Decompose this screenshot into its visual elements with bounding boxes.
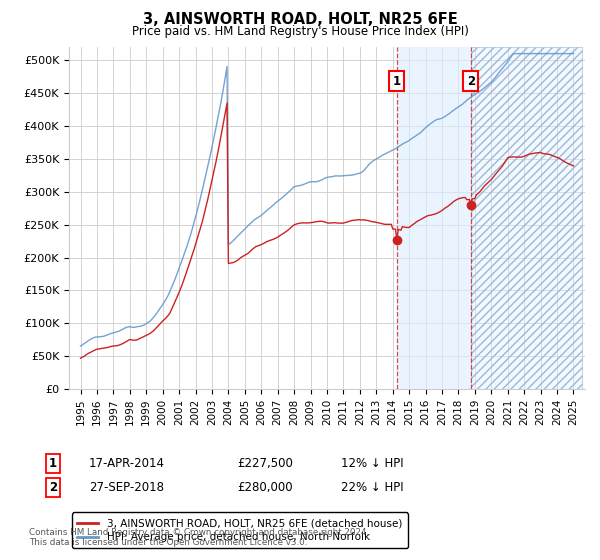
Bar: [471, 47, 582, 389]
Text: 2: 2: [49, 480, 57, 494]
Text: 1: 1: [49, 457, 57, 470]
Text: Price paid vs. HM Land Registry's House Price Index (HPI): Price paid vs. HM Land Registry's House …: [131, 25, 469, 38]
Text: Contains HM Land Registry data © Crown copyright and database right 2024.
This d: Contains HM Land Registry data © Crown c…: [29, 528, 369, 547]
Text: 2: 2: [467, 74, 475, 88]
Text: 17-APR-2014: 17-APR-2014: [89, 457, 165, 470]
Text: 22% ↓ HPI: 22% ↓ HPI: [341, 480, 403, 494]
Bar: [471, 47, 582, 389]
Text: 3, AINSWORTH ROAD, HOLT, NR25 6FE: 3, AINSWORTH ROAD, HOLT, NR25 6FE: [143, 12, 457, 27]
Text: £227,500: £227,500: [237, 457, 293, 470]
Legend: 3, AINSWORTH ROAD, HOLT, NR25 6FE (detached house), HPI: Average price, detached: 3, AINSWORTH ROAD, HOLT, NR25 6FE (detac…: [71, 512, 407, 548]
Text: 27-SEP-2018: 27-SEP-2018: [89, 480, 164, 494]
Text: £280,000: £280,000: [237, 480, 293, 494]
Text: 1: 1: [393, 74, 401, 88]
Bar: [397, 47, 471, 389]
Text: 12% ↓ HPI: 12% ↓ HPI: [341, 457, 403, 470]
